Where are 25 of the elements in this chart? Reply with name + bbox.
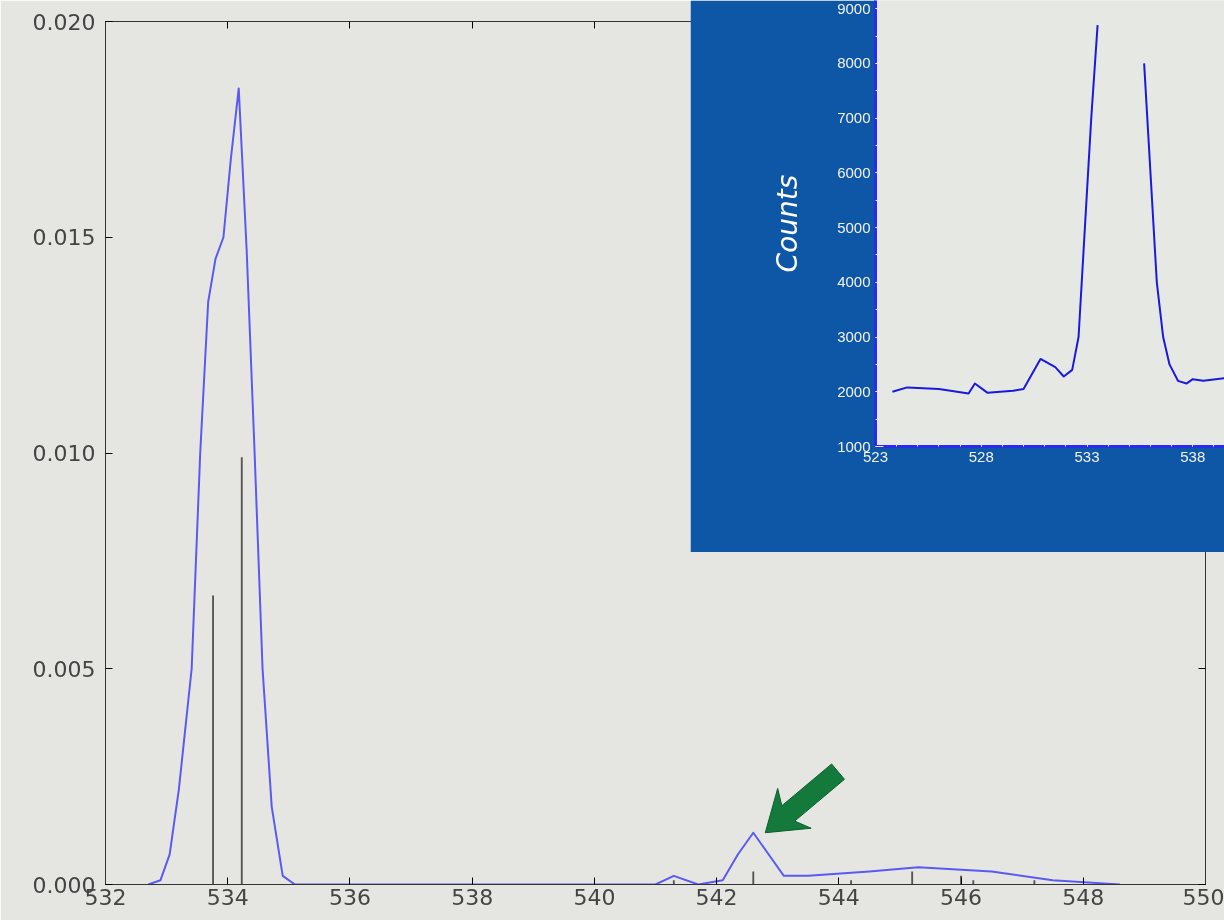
x-tick-label: 536 <box>328 884 371 910</box>
y-tick-label: 6000 <box>837 163 871 181</box>
x-tick-label: 542 <box>695 884 738 910</box>
x-tick-label: 540 <box>573 884 616 910</box>
y-axis-title: Counts <box>771 174 805 273</box>
y-tick-label: 0.015 <box>32 225 96 251</box>
y-tick-label: 3000 <box>837 328 871 346</box>
y-tick-label: 0.020 <box>32 9 96 35</box>
y-tick-label: 0.005 <box>32 656 96 682</box>
x-tick-label: 528 <box>968 447 994 465</box>
x-tick-label: 548 <box>1062 884 1105 910</box>
y-tick-label: 5000 <box>837 218 871 236</box>
y-tick-label: 8000 <box>837 54 871 72</box>
x-tick-label: 550 <box>1182 884 1224 910</box>
y-tick-label: 4000 <box>837 273 871 291</box>
y-tick-label: 2000 <box>837 382 871 400</box>
y-tick-label: 9000 <box>837 0 871 17</box>
x-tick-label: 538 <box>1180 447 1206 465</box>
x-tick-label: 544 <box>817 884 860 910</box>
y-tick-label: 7000 <box>837 109 871 127</box>
x-tick-label: 546 <box>940 884 983 910</box>
y-tick-label: 0.010 <box>32 441 96 466</box>
x-tick-label: 534 <box>206 884 249 910</box>
x-tick-label: 538 <box>451 884 494 910</box>
x-tick-label: 533 <box>1074 447 1100 465</box>
